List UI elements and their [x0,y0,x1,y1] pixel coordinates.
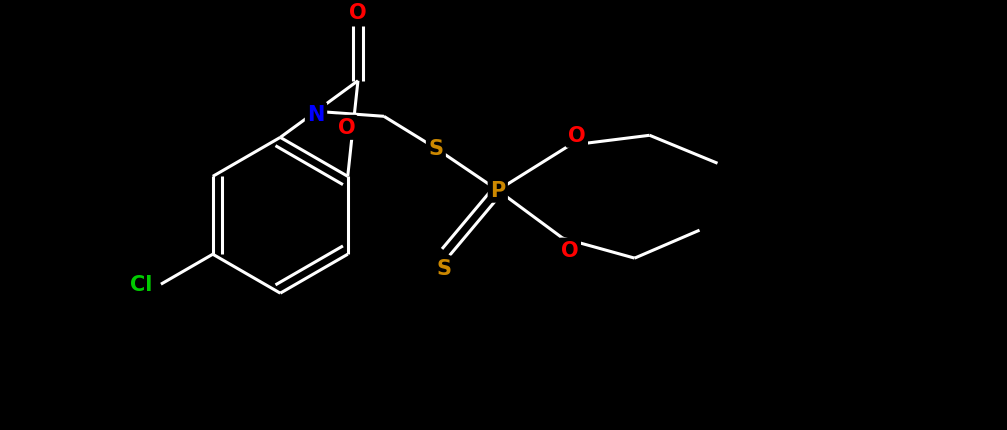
Text: O: O [568,126,585,146]
Text: O: O [561,240,578,261]
Text: S: S [436,258,451,279]
Text: O: O [337,118,355,138]
Text: S: S [428,139,443,159]
Text: N: N [307,105,324,125]
Text: O: O [349,3,367,23]
Text: Cl: Cl [130,274,152,295]
Text: P: P [490,181,506,201]
